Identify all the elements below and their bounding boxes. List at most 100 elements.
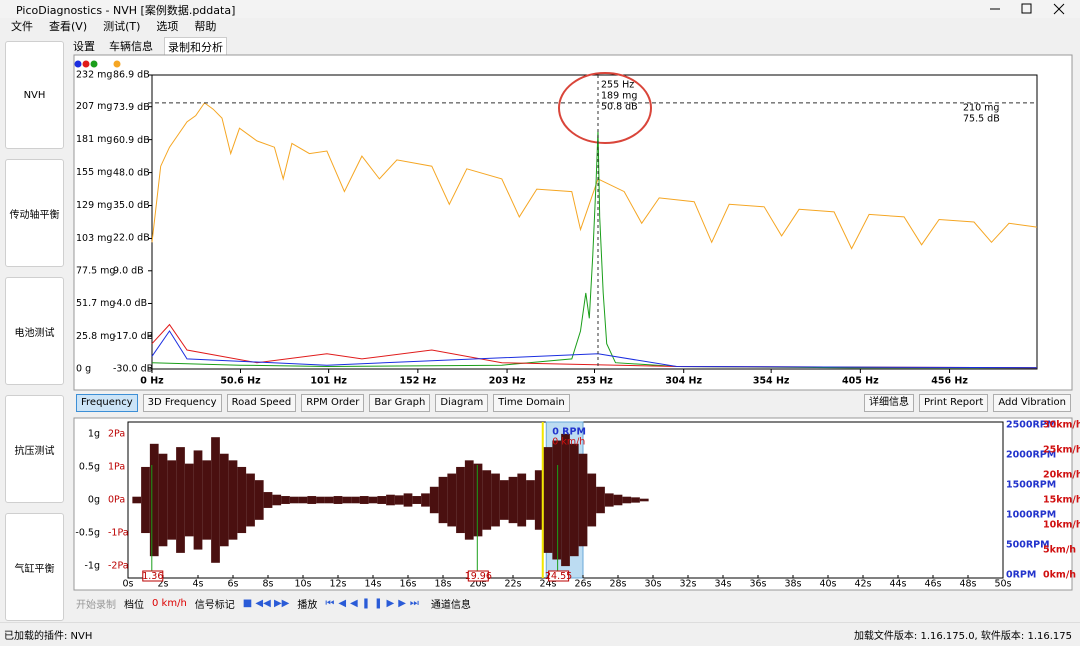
window-controls[interactable] <box>980 0 1080 18</box>
waveform-bar <box>298 496 308 504</box>
waveform-bar <box>447 473 457 527</box>
y-tick-label: 232 mg <box>76 70 112 81</box>
waveform-bar <box>604 493 614 507</box>
x-tick-label: 10s <box>294 579 311 590</box>
speed-tick-label: 0km/h <box>1043 569 1076 580</box>
action-button[interactable]: Print Report <box>918 394 989 412</box>
pa-tick-label: -1Pa <box>108 528 129 539</box>
waveform-bar <box>412 496 422 504</box>
x-tick-label: 44s <box>889 579 906 590</box>
waveform-bar <box>421 493 430 507</box>
waveform-bar <box>552 440 562 560</box>
gear-label: 档位 <box>124 600 144 611</box>
marker-nav[interactable]: ■ ◀◀ ▶▶ <box>242 598 290 609</box>
side-button[interactable]: 气缸平衡 <box>5 513 64 621</box>
tab[interactable]: 车辆信息 <box>109 40 153 53</box>
y2-tick-label: 48.0 dB <box>113 167 150 178</box>
y2-tick-label: 73.9 dB <box>113 102 150 113</box>
waveform-bar <box>167 460 177 540</box>
y-tick-label: 77.5 mg <box>76 265 115 276</box>
menu-item[interactable]: 测试(T) <box>103 20 141 33</box>
x-tick-label: 14s <box>364 579 381 590</box>
legend-dot <box>82 60 90 68</box>
waveform-bar <box>631 497 640 503</box>
charts: 232 mg 207 mg 181 mg 155 mg 129 mg 103 mg 77.5… <box>73 54 1080 591</box>
menu-bar: 文件 查看(V) 测试(T) 选项 帮助 <box>0 18 216 36</box>
x-tick-label: 8s <box>263 579 274 590</box>
view-button[interactable]: Road Speed <box>226 394 297 412</box>
waveform-bar <box>202 460 212 540</box>
waveform-bar <box>324 496 334 504</box>
cursor-x: 255 Hz <box>601 80 634 91</box>
playback-controls[interactable]: ⏮◀◀❚❚▶▶⏭ <box>325 598 423 609</box>
waveform-bar <box>569 443 579 557</box>
y-tick-label: 181 mg <box>76 134 112 145</box>
marker-box <box>142 570 164 582</box>
x-tick-label: 22s <box>504 579 521 590</box>
waveform-bar <box>596 486 605 514</box>
record-button[interactable]: 开始录制 <box>76 600 116 611</box>
waveform-bar <box>254 480 264 520</box>
y-tick-label: 155 mg <box>76 167 112 178</box>
menu-item[interactable]: 选项 <box>156 20 179 33</box>
y-tick-label: 0 g <box>76 364 91 375</box>
x-tick-label: 34s <box>714 579 731 590</box>
side-button[interactable]: 电池测试 <box>5 277 64 385</box>
view-button[interactable]: Bar Graph <box>369 394 431 412</box>
waveform-bar <box>473 463 483 537</box>
x-tick-label: 48s <box>959 579 976 590</box>
reference-label: 210 mg <box>963 102 999 113</box>
y-tick-label: 103 mg <box>76 233 112 244</box>
highlight-circle <box>558 72 652 144</box>
x-tick-label: 20s <box>469 579 486 590</box>
tab[interactable]: 设置 <box>73 40 95 53</box>
x-tick-label: 203 Hz <box>489 376 526 387</box>
action-button[interactable]: Add Vibration <box>993 394 1071 412</box>
view-button[interactable]: Frequency <box>76 394 138 412</box>
waveform-bar <box>342 496 352 504</box>
tabs: 设置 车辆信息 录制和分析 <box>70 37 227 56</box>
speed-readout: 0 km/h <box>152 598 187 609</box>
y2-tick-label: -4.0 dB <box>113 298 147 309</box>
view-button[interactable]: Time Domain <box>493 394 570 412</box>
signal-marker[interactable]: 信号标记 <box>194 600 235 611</box>
legend-dot <box>74 60 82 68</box>
waveform-bar <box>132 496 142 504</box>
waveform-bar <box>184 463 194 537</box>
y2-tick-label: 60.9 dB <box>113 135 150 146</box>
marker-label: 19.96 <box>465 571 492 582</box>
side-button[interactable]: 抗压测试 <box>5 395 64 503</box>
y-tick-label: 25.8 mg <box>76 331 115 342</box>
side-button[interactable]: NVH <box>5 41 64 149</box>
y-tick-label: 0g <box>88 495 100 506</box>
waveform-bar <box>368 496 378 504</box>
speed-tick-label: 25km/h <box>1043 445 1080 456</box>
view-button[interactable]: 3D Frequency <box>142 394 222 412</box>
waveform-bar <box>263 492 273 508</box>
channel-info[interactable]: 通道信息 <box>430 600 471 611</box>
view-button[interactable]: RPM Order <box>301 394 365 412</box>
menu-item[interactable]: 查看(V) <box>49 20 88 33</box>
speed-tick-label: 10km/h <box>1043 519 1080 530</box>
y-tick-label: 1g <box>88 428 100 439</box>
y-tick-label: 207 mg <box>76 101 112 112</box>
view-button[interactable]: Diagram <box>435 394 489 412</box>
y-tick-label: 51.7 mg <box>76 298 115 309</box>
waveform-bar <box>543 447 553 553</box>
tab[interactable]: 录制和分析 <box>164 37 227 56</box>
x-tick-label: 354 Hz <box>753 376 790 387</box>
menu-item[interactable]: 帮助 <box>194 20 217 33</box>
y-tick-label: 0.5g <box>79 461 100 472</box>
rpm-tick-label: 1000RPM <box>1006 509 1056 520</box>
y2-tick-label: 86.9 dB <box>113 70 150 81</box>
action-button[interactable]: 详细信息 <box>863 394 914 412</box>
menu-item[interactable]: 文件 <box>11 20 33 33</box>
play-label: 播放 <box>297 600 318 611</box>
side-button[interactable]: 传动轴平衡 <box>5 159 64 267</box>
waveform-bar <box>482 470 492 530</box>
x-tick-label: 2s <box>158 579 169 590</box>
spectrum-line <box>151 129 1037 369</box>
y2-tick-label: -17.0 dB <box>113 331 153 342</box>
speed-tick-label: 20km/h <box>1043 470 1080 481</box>
x-tick-label: 6s <box>228 579 239 590</box>
